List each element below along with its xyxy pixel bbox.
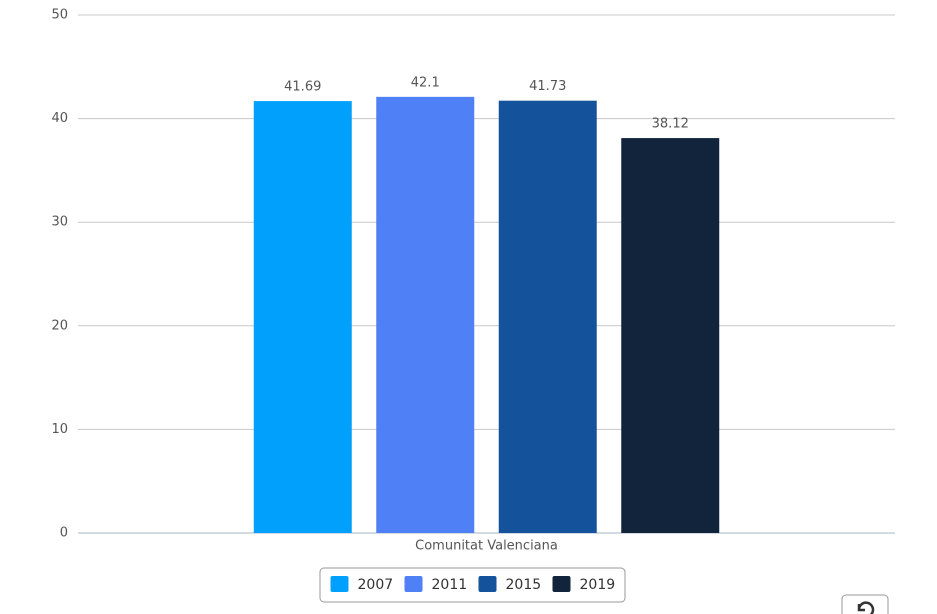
x-tick-label: Comunitat Valenciana bbox=[415, 539, 558, 554]
legend-box bbox=[319, 567, 626, 603]
data-label: 41.73 bbox=[529, 79, 566, 94]
data-label: 42.1 bbox=[411, 75, 440, 90]
bar bbox=[498, 100, 597, 534]
y-tick-label: 0 bbox=[60, 526, 68, 541]
y-tick-label: 30 bbox=[51, 215, 68, 230]
y-tick-label: 10 bbox=[51, 422, 68, 437]
bar bbox=[621, 138, 720, 534]
bar bbox=[376, 96, 475, 534]
legend-swatch bbox=[330, 576, 349, 592]
legend-swatch bbox=[404, 576, 423, 592]
bar bbox=[253, 101, 352, 533]
legend-swatch bbox=[478, 576, 497, 592]
data-label: 38.12 bbox=[652, 117, 689, 132]
y-tick-label: 20 bbox=[51, 318, 68, 333]
y-tick-label: 50 bbox=[51, 8, 68, 23]
y-tick-label: 40 bbox=[51, 111, 68, 126]
data-label: 41.69 bbox=[284, 80, 321, 95]
legend-swatch bbox=[552, 576, 571, 592]
refresh-button[interactable] bbox=[841, 594, 889, 614]
legend-label: 2019 bbox=[580, 577, 616, 593]
legend-label: 2011 bbox=[432, 577, 468, 593]
refresh-icon[interactable] bbox=[857, 601, 875, 614]
button-frame[interactable] bbox=[841, 594, 889, 614]
legend-label: 2015 bbox=[506, 577, 542, 593]
legend-label: 2007 bbox=[358, 577, 394, 593]
